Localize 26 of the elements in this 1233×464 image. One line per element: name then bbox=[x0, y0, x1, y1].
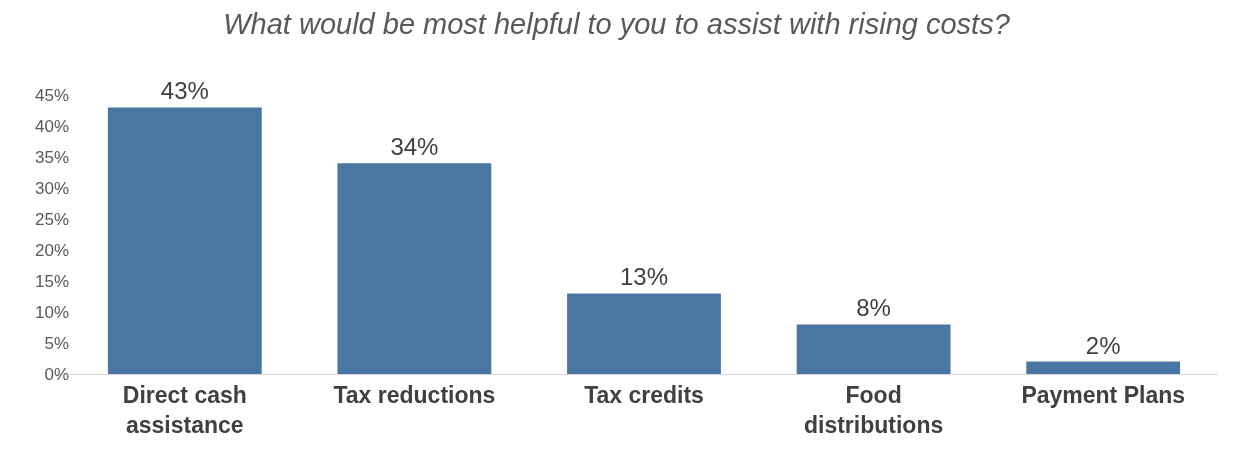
y-tick-label: 20% bbox=[34, 240, 69, 260]
data-label: 34% bbox=[390, 133, 439, 161]
chart-title: What would be most helpful to you to assist with rising costs? bbox=[223, 8, 1011, 41]
y-tick-label: 15% bbox=[34, 271, 69, 291]
bar bbox=[796, 324, 951, 374]
y-tick-label: 5% bbox=[44, 333, 69, 353]
bar bbox=[337, 163, 492, 374]
x-tick-label: Payment Plans bbox=[1021, 381, 1186, 408]
y-tick-label: 30% bbox=[34, 178, 69, 198]
y-tick-label: 10% bbox=[34, 302, 69, 322]
data-label: 2% bbox=[1085, 331, 1121, 359]
y-tick-label: 45% bbox=[34, 85, 69, 105]
data-label: 8% bbox=[856, 294, 891, 322]
y-tick-label: 35% bbox=[34, 147, 69, 167]
data-label: 43% bbox=[160, 77, 209, 105]
data-label: 13% bbox=[619, 263, 669, 291]
x-tick-label: Tax reductions bbox=[333, 381, 496, 408]
bar bbox=[1026, 361, 1181, 374]
y-tick-label: 25% bbox=[34, 209, 69, 229]
bar bbox=[567, 293, 721, 374]
x-tick-label: Food distributions bbox=[803, 381, 944, 438]
x-tick-label: Direct cash assistance bbox=[122, 381, 247, 438]
y-tick-label: 40% bbox=[34, 116, 69, 136]
x-tick-label: Tax credits bbox=[584, 381, 704, 408]
bar bbox=[107, 107, 262, 374]
y-tick-label: 0% bbox=[44, 364, 69, 384]
